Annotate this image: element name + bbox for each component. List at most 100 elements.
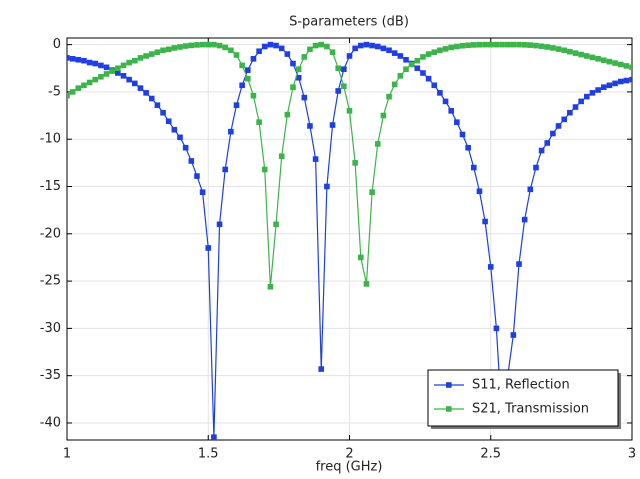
data-point [98,62,104,69]
data-point [199,41,206,48]
data-point [414,65,421,72]
data-point [284,51,291,57]
data-point [126,59,132,66]
data-point [493,325,500,332]
data-point [194,173,200,179]
data-point [600,84,607,90]
data-point [109,68,115,74]
data-point [578,51,584,58]
chart-title: S-parameters (dB) [289,15,409,30]
x-tick-label: 1 [63,447,71,462]
y-tick-label: -15 [40,179,61,194]
data-point [442,46,449,52]
data-point [420,70,426,76]
data-point [538,43,545,50]
data-point [391,50,398,56]
data-point [261,43,268,50]
data-point [482,41,488,48]
data-point [454,119,460,125]
data-point [148,51,155,57]
data-point [471,164,477,171]
data-point [126,76,132,83]
data-point [493,41,500,48]
data-point [380,112,387,119]
data-point [589,90,596,96]
data-point [177,44,183,50]
data-point [414,57,421,64]
data-point [115,65,121,72]
data-point [589,54,596,61]
data-point [233,52,240,58]
data-point [278,153,285,160]
legend-box [427,369,619,427]
data-point [245,75,251,82]
data-point [369,189,375,195]
y-tick-label: -40 [40,415,61,430]
data-point [487,41,494,48]
data-point [335,65,341,72]
data-point [273,221,279,228]
data-point [239,82,245,89]
data-point [261,166,268,173]
data-point [623,77,630,84]
data-point [403,66,409,73]
data-point [86,79,93,86]
data-point [188,42,195,49]
data-point [374,43,381,50]
data-point [171,45,178,51]
data-point [222,44,228,51]
data-point [103,71,110,77]
data-point [346,53,353,59]
y-tick-label: -10 [40,132,61,147]
data-point [521,42,528,48]
data-point [194,42,200,48]
data-point [335,88,341,94]
data-point [572,104,579,110]
y-tick-label: -30 [40,321,61,336]
data-point [312,156,319,162]
data-point [284,111,291,118]
data-point [380,45,387,52]
x-tick-label: 2.5 [480,447,501,462]
data-point [103,64,110,71]
data-point [442,98,449,105]
data-point [567,109,573,116]
data-point [448,44,454,51]
data-point [437,90,443,96]
data-point [465,42,471,49]
data-point [182,144,189,151]
data-point [160,47,166,54]
data-point [137,55,144,61]
data-point [228,47,234,54]
data-point [369,42,375,49]
data-point [301,94,308,101]
data-point [307,123,313,129]
data-point [67,55,70,61]
data-point [403,56,409,63]
data-point [612,60,618,66]
data-point [420,54,426,60]
data-point [148,95,155,102]
data-point [216,42,223,49]
data-point [431,49,438,55]
data-point [516,261,522,267]
data-point [245,67,251,73]
data-point [324,183,330,190]
data-point [561,116,567,123]
data-point [290,60,296,67]
data-point [584,93,590,100]
data-point [228,128,234,135]
data-point [312,42,319,49]
data-point [448,108,454,114]
data-point [98,73,104,80]
data-point [250,92,257,99]
data-point [199,189,206,195]
data-point [211,41,217,48]
data-point [538,147,545,154]
data-point [533,164,539,171]
data-point [363,41,370,48]
data-point [425,75,432,82]
data-point [81,57,87,64]
data-point [544,44,551,50]
data-point [527,186,534,193]
